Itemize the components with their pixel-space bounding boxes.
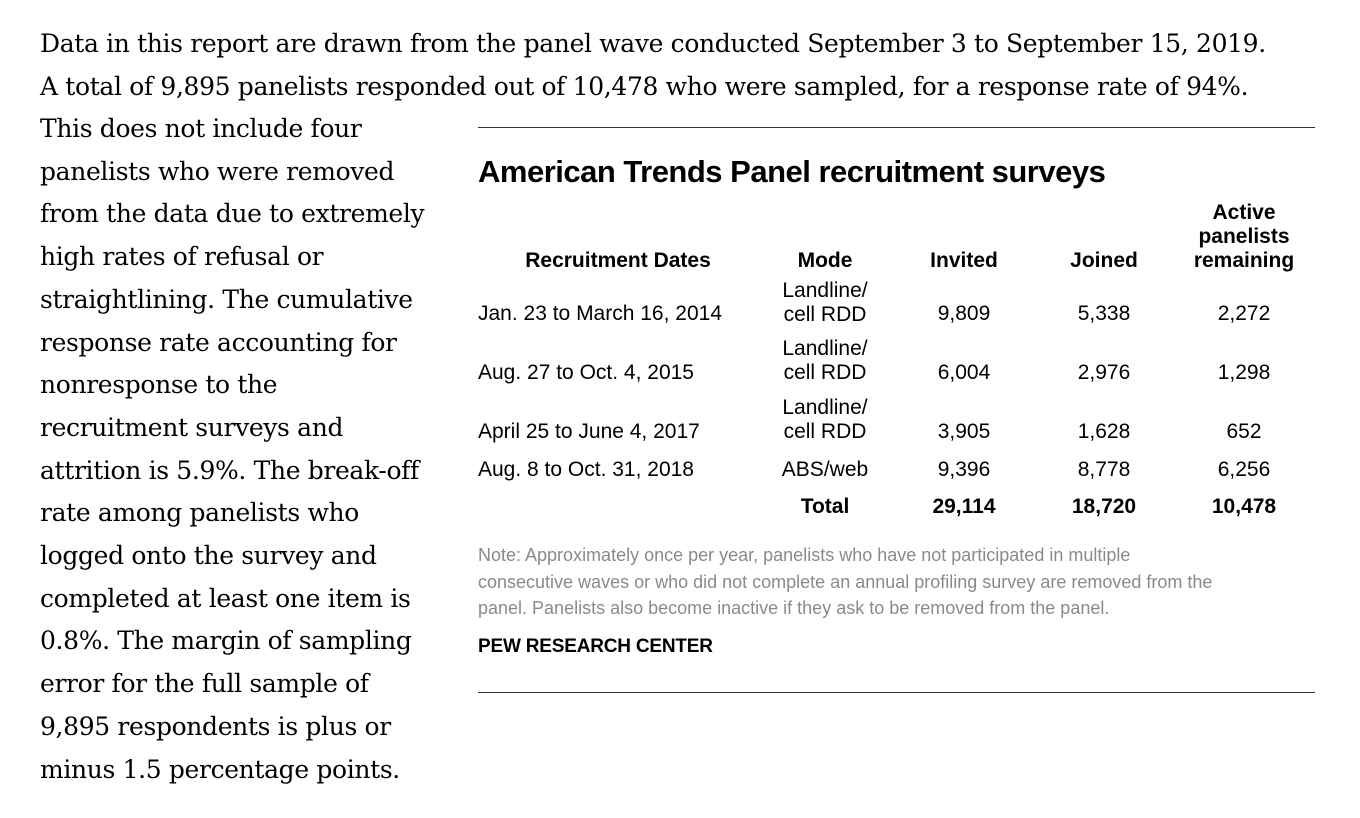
row2-joined: 2,976	[1077, 361, 1131, 384]
row4-joined: 8,778	[1077, 458, 1131, 481]
body-line: attrition is 5.9%. The break-off	[40, 455, 419, 485]
header-joined: Joined	[1070, 249, 1138, 272]
row3-mode-line-1: Landline/	[782, 396, 868, 419]
header-active-line-2: panelists	[1198, 225, 1290, 248]
row2-invited: 6,004	[937, 361, 991, 384]
body-line: 0.8%. The margin of sampling	[40, 626, 412, 656]
body-line: This does not include four	[40, 114, 362, 143]
row2-mode-line-2: cell RDD	[783, 361, 867, 384]
body-line: nonresponse to the	[40, 370, 278, 400]
row4-mode: ABS/web	[781, 458, 869, 481]
body-line: straightlining. The cumulative	[40, 284, 413, 314]
header-active-line-3: remaining	[1193, 249, 1295, 272]
table-title: American Trends Panel recruitment survey…	[478, 154, 1106, 189]
header-recruitment-dates: Recruitment Dates	[525, 249, 711, 272]
source-credit: PEW RESEARCH CENTER	[478, 636, 713, 657]
note-line: consecutive waves or who did not complet…	[478, 571, 1213, 592]
row3-joined: 1,628	[1077, 420, 1131, 443]
row2-mode-line-1: Landline/	[782, 337, 868, 360]
row2-active: 1,298	[1217, 361, 1271, 384]
row2-dates: Aug. 27 to Oct. 4, 2015	[478, 361, 694, 384]
row1-invited: 9,809	[937, 302, 991, 325]
note-line: Note: Approximately once per year, panel…	[478, 545, 1131, 565]
row1-mode-line-2: cell RDD	[783, 303, 867, 326]
body-line: from the data due to extremely	[40, 199, 425, 229]
row3-invited: 3,905	[937, 420, 991, 443]
row1-mode-line-1: Landline/	[782, 279, 868, 302]
recruitment-table-box: American Trends Panel recruitment survey…	[478, 127, 1315, 693]
total-label: Total	[800, 495, 850, 518]
body-line: rate among panelists who	[40, 498, 359, 528]
row3-mode-line-2: cell RDD	[783, 420, 867, 443]
row4-active: 6,256	[1217, 458, 1271, 481]
body-line: recruitment surveys and	[40, 412, 344, 442]
body-line: completed at least one item is	[40, 583, 411, 613]
row1-dates: Jan. 23 to March 16, 2014	[478, 302, 722, 325]
header-mode: Mode	[797, 249, 853, 272]
intro-line-2: A total of 9,895 panelists responded out…	[40, 72, 1249, 101]
body-paragraph: This does not include four panelists who…	[40, 108, 460, 791]
intro-line-1: Data in this report are drawn from the p…	[40, 29, 1266, 58]
body-line: minus 1.5 percentage points.	[40, 754, 400, 784]
body-line: response rate accounting for	[40, 327, 397, 357]
total-invited: 29,114	[932, 495, 996, 518]
note-line: panel. Panelists also become inactive if…	[478, 598, 1110, 618]
total-active: 10,478	[1211, 495, 1277, 518]
row1-active: 2,272	[1217, 302, 1271, 325]
row4-dates: Aug. 8 to Oct. 31, 2018	[478, 458, 694, 481]
header-invited: Invited	[930, 249, 998, 272]
table-note: Note: Approximately once per year, panel…	[478, 542, 1315, 622]
body-line: 9,895 respondents is plus or	[40, 711, 391, 741]
body-line: panelists who were removed	[40, 156, 395, 186]
row3-dates: April 25 to June 4, 2017	[478, 420, 700, 443]
row3-active: 652	[1226, 420, 1262, 443]
header-active-line-1: Active	[1212, 201, 1276, 224]
row4-invited: 9,396	[937, 458, 991, 481]
body-line: high rates of refusal or	[40, 242, 324, 272]
body-line: error for the full sample of	[40, 669, 369, 699]
body-line: logged onto the survey and	[40, 541, 377, 571]
total-joined: 18,720	[1071, 495, 1137, 518]
row1-joined: 5,338	[1077, 302, 1131, 325]
